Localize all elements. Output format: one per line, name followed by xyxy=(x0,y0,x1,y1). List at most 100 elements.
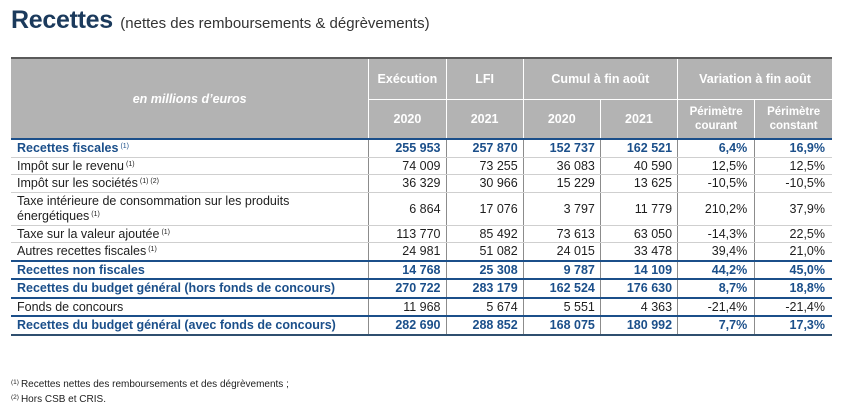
row-label: Impôt sur les sociétés (1) (2) xyxy=(11,174,369,193)
footnote-mark: (1) xyxy=(11,379,19,386)
footnote-mark: (1) xyxy=(91,211,100,218)
row-label: Recettes fiscales (1) xyxy=(11,138,369,158)
cell-lfi-2021: 283 179 xyxy=(445,278,524,299)
cell-cumul-2020: 9 787 xyxy=(522,259,601,280)
header-perimetre-courant-line1: Périmètre xyxy=(689,106,743,118)
cell-cumul-2020: 3 797 xyxy=(522,192,601,226)
cell-cumul-2020: 15 229 xyxy=(522,174,601,193)
cell-lfi-2021: 5 674 xyxy=(445,297,524,317)
cell-lfi-2021: 85 492 xyxy=(445,225,524,243)
footnote-mark: (2) xyxy=(11,394,19,401)
header-cumul-2021: 2021 xyxy=(599,99,678,139)
table-row: Impôt sur les sociétés (1) (2) 36 329 30 … xyxy=(11,174,832,193)
cell-variation-constant: 45,0% xyxy=(754,259,832,280)
page-title: Recettes (nettes des remboursements & dé… xyxy=(11,6,430,35)
cell-variation-constant: 37,9% xyxy=(754,192,832,226)
cell-cumul-2021: 11 779 xyxy=(599,192,678,226)
cell-variation-constant: 22,5% xyxy=(754,225,832,243)
table-body: Recettes fiscales (1) 255 953 257 870 152… xyxy=(11,138,832,336)
cell-variation-courant: -10,5% xyxy=(677,174,755,193)
title-main: Recettes xyxy=(11,6,113,34)
cell-cumul-2020: 152 737 xyxy=(522,138,601,158)
cell-variation-constant: -21,4% xyxy=(754,297,832,317)
footnote-mark: (1) xyxy=(161,228,171,236)
cell-variation-courant: 8,7% xyxy=(677,278,755,299)
header-perimetre-constant: Périmètre constant xyxy=(754,99,832,139)
cell-cumul-2020: 5 551 xyxy=(522,297,601,317)
cell-execution-2020: 113 770 xyxy=(368,225,447,243)
header-cumul-2020: 2020 xyxy=(522,99,601,139)
cell-cumul-2020: 24 015 xyxy=(522,242,601,261)
cell-variation-courant: 210,2% xyxy=(677,192,755,226)
cell-variation-courant: -21,4% xyxy=(677,297,755,317)
cell-cumul-2021: 14 109 xyxy=(599,259,678,280)
cell-cumul-2021: 180 992 xyxy=(599,315,678,336)
cell-variation-constant: 16,9% xyxy=(754,138,832,158)
footnote-item: (2) Hors CSB et CRIS. xyxy=(11,391,289,406)
header-corner-unit: en millions d’euros xyxy=(11,57,369,139)
revenue-table: en millions d’euros Exécution LFI Cumul … xyxy=(11,57,832,336)
cell-lfi-2021: 30 966 xyxy=(445,174,524,193)
row-label: Impôt sur le revenu (1) xyxy=(11,157,369,175)
table-row: Fonds de concours 11 968 5 674 5 551 4 3… xyxy=(11,297,832,317)
cell-execution-2020: 270 722 xyxy=(368,278,447,299)
cell-cumul-2021: 176 630 xyxy=(599,278,678,299)
cell-cumul-2020: 162 524 xyxy=(522,278,601,299)
cell-cumul-2020: 36 083 xyxy=(522,157,601,175)
row-label: Taxe intérieure de consommation sur les … xyxy=(11,192,369,226)
header-cumul: Cumul à fin août xyxy=(522,57,678,100)
cell-cumul-2021: 33 478 xyxy=(599,242,678,261)
cell-variation-constant: 12,5% xyxy=(754,157,832,175)
cell-cumul-2021: 4 363 xyxy=(599,297,678,317)
cell-lfi-2021: 25 308 xyxy=(445,259,524,280)
footnote-item: (1) Recettes nettes des remboursements et… xyxy=(11,376,289,391)
cell-execution-2020: 282 690 xyxy=(368,315,447,336)
footnote-text: Hors CSB et CRIS. xyxy=(20,394,106,405)
footnote-text: Recettes nettes des remboursements et de… xyxy=(20,379,289,390)
cell-execution-2020: 14 768 xyxy=(368,259,447,280)
cell-lfi-2021: 73 255 xyxy=(445,157,524,175)
header-perimetre-courant-line2: courant xyxy=(695,120,738,132)
table-row: Recettes du budget général (avec fonds d… xyxy=(11,315,832,336)
cell-execution-2020: 74 009 xyxy=(368,157,447,175)
cell-variation-courant: 39,4% xyxy=(677,242,755,261)
cell-cumul-2021: 162 521 xyxy=(599,138,678,158)
footnotes: (1) Recettes nettes des remboursements et… xyxy=(11,376,289,406)
cell-execution-2020: 36 329 xyxy=(368,174,447,193)
header-perimetre-courant: Périmètre courant xyxy=(677,99,755,139)
table-row: Recettes non fiscales 14 768 25 308 9 78… xyxy=(11,259,832,280)
cell-variation-courant: -14,3% xyxy=(677,225,755,243)
table-row: Impôt sur le revenu (1) 74 009 73 255 36 … xyxy=(11,157,832,175)
table-row: Autres recettes fiscales (1) 24 981 51 08… xyxy=(11,242,832,261)
cell-variation-constant: 18,8% xyxy=(754,278,832,299)
cell-execution-2020: 24 981 xyxy=(368,242,447,261)
cell-cumul-2020: 168 075 xyxy=(522,315,601,336)
row-label: Taxe sur la valeur ajoutée (1) xyxy=(11,225,369,243)
header-lfi: LFI xyxy=(445,57,524,100)
cell-variation-constant: -10,5% xyxy=(754,174,832,193)
cell-lfi-2021: 17 076 xyxy=(445,192,524,226)
cell-execution-2020: 6 864 xyxy=(368,192,447,226)
header-execution: Exécution xyxy=(368,57,447,100)
table-row: Recettes fiscales (1) 255 953 257 870 152… xyxy=(11,138,832,158)
table-header: en millions d’euros Exécution LFI Cumul … xyxy=(11,57,832,139)
cell-execution-2020: 11 968 xyxy=(368,297,447,317)
row-label: Recettes non fiscales xyxy=(11,259,369,280)
header-perimetre-constant-line2: constant xyxy=(769,120,818,132)
cell-cumul-2021: 40 590 xyxy=(599,157,678,175)
row-label: Recettes du budget général (hors fonds d… xyxy=(11,278,369,299)
cell-execution-2020: 255 953 xyxy=(368,138,447,158)
title-subtitle: (nettes des remboursements & dégrèvement… xyxy=(120,15,430,32)
table-row: Taxe sur la valeur ajoutée (1) 113 770 85… xyxy=(11,225,832,243)
footnote-mark: (1) xyxy=(126,160,135,168)
cell-variation-courant: 6,4% xyxy=(677,138,755,158)
cell-lfi-2021: 257 870 xyxy=(445,138,524,158)
header-perimetre-constant-line1: Périmètre xyxy=(767,106,821,118)
cell-lfi-2021: 51 082 xyxy=(445,242,524,261)
cell-cumul-2021: 13 625 xyxy=(599,174,678,193)
table-row: Taxe intérieure de consommation sur les … xyxy=(11,192,832,226)
cell-variation-courant: 44,2% xyxy=(677,259,755,280)
cell-lfi-2021: 288 852 xyxy=(445,315,524,336)
cell-cumul-2021: 63 050 xyxy=(599,225,678,243)
cell-variation-courant: 7,7% xyxy=(677,315,755,336)
